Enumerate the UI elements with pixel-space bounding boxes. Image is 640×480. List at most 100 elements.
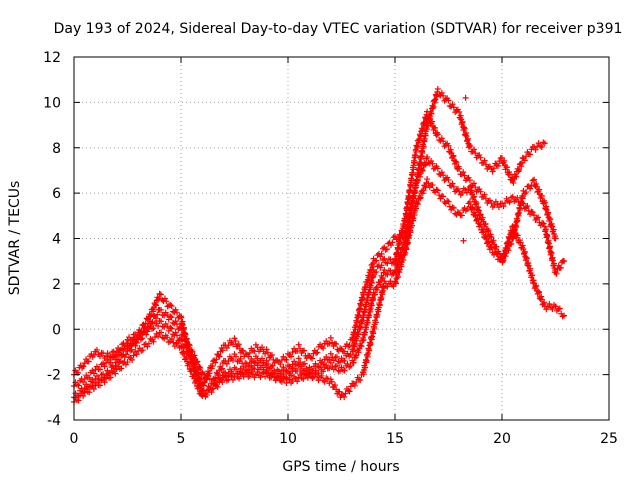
data-point-track-4 [363, 357, 370, 364]
y-tick-label: 12 [43, 50, 61, 66]
data-point-track-4 [362, 364, 369, 371]
data-point-track-4 [75, 397, 82, 404]
data-point-track-2 [431, 125, 438, 132]
data-point-track-3 [237, 365, 244, 372]
data-point-track-3 [189, 353, 196, 360]
data-point-track-4 [406, 232, 413, 239]
data-point-track-1 [161, 295, 168, 302]
data-point-track-2 [447, 146, 454, 153]
data-point-track-4 [161, 335, 168, 342]
data-point-track-4 [268, 374, 275, 381]
data-point-track-3 [413, 182, 420, 189]
data-point-track-1 [289, 349, 296, 356]
data-point-track-1 [538, 143, 545, 150]
data-points [71, 86, 568, 405]
y-axis-label: SDTVAR / TECUs [7, 181, 23, 296]
axis-ticks: 0 5 10 15 20 25 -4 -2 0 2 4 6 8 10 12 [43, 50, 618, 447]
data-point-track-1 [420, 143, 427, 150]
data-point-track-4 [424, 176, 431, 183]
data-point-track-2 [214, 370, 221, 377]
data-point-track-3 [473, 200, 480, 207]
data-point-track-1 [516, 167, 523, 174]
y-tick-label: -4 [47, 413, 61, 429]
data-point-track-2 [229, 357, 236, 364]
data-point-track-4 [345, 387, 352, 394]
data-point-track-2 [414, 143, 421, 150]
data-point-track-1 [235, 341, 242, 348]
data-point-track-4 [464, 205, 471, 212]
data-point-track-1 [521, 157, 528, 164]
data-point-track-2 [488, 200, 495, 207]
data-point-track-4 [318, 372, 325, 379]
data-point-track-3 [490, 237, 497, 244]
data-point-track-1 [541, 140, 548, 147]
data-point-track-2 [370, 273, 377, 280]
data-point-track-4 [402, 250, 409, 257]
data-point-track-3 [487, 231, 494, 238]
data-point-track-2 [472, 184, 479, 191]
data-point-track-3 [326, 365, 333, 372]
data-point-track-4 [384, 283, 391, 290]
data-point-track-3 [341, 367, 348, 374]
data-point-track-3 [323, 362, 330, 369]
data-point-track-2 [164, 311, 171, 318]
data-point-track-2 [417, 133, 424, 140]
data-point-track-2 [477, 188, 484, 195]
data-point-track-4 [547, 216, 554, 223]
data-point-track-4 [304, 374, 311, 381]
data-point-track-3 [143, 331, 150, 338]
data-point-track-3 [123, 351, 130, 358]
data-point-track-3 [533, 282, 540, 289]
data-point-track-1 [532, 146, 539, 153]
data-point-track-3 [419, 166, 426, 173]
data-point-track-2 [445, 142, 452, 149]
data-point-track-3 [353, 352, 360, 359]
data-point-track-1 [309, 355, 316, 362]
data-point-track-1 [373, 257, 380, 264]
data-point-track-4 [129, 356, 136, 363]
data-point-track-4 [370, 330, 377, 337]
data-point-track-1 [157, 291, 164, 298]
data-point-track-4 [193, 377, 200, 384]
data-point-track-4 [372, 319, 379, 326]
data-point-track-4 [450, 204, 457, 211]
data-point-track-3 [150, 325, 157, 332]
data-point-track-1 [320, 345, 327, 352]
data-point-track-2 [419, 126, 426, 133]
x-tick-label: 10 [279, 431, 297, 447]
data-point-track-3 [552, 303, 559, 310]
data-point-track-3 [186, 347, 193, 354]
data-point-track-2 [200, 371, 207, 378]
data-point-track-2 [378, 262, 385, 269]
data-point-track-4 [203, 392, 210, 399]
data-point-track-1 [288, 353, 295, 360]
data-point-track-1 [283, 356, 290, 363]
data-point-track-4 [357, 377, 364, 384]
data-point-track-3 [523, 255, 530, 262]
data-point-track-1 [417, 160, 424, 167]
data-point-track-4 [183, 354, 190, 361]
data-point-track-2 [426, 112, 433, 119]
data-point-track-1 [438, 89, 445, 96]
data-point-track-3 [538, 293, 545, 300]
data-point-track-4 [515, 209, 522, 216]
data-point-track-2 [107, 359, 114, 366]
data-point-track-1 [153, 302, 160, 309]
data-point-track-1 [445, 97, 452, 104]
data-point-track-4 [80, 392, 87, 399]
data-point-track-1 [178, 314, 185, 321]
data-point-track-4 [336, 388, 343, 395]
data-point-track-2 [533, 215, 540, 222]
data-point-track-2 [80, 379, 87, 386]
data-point-track-3 [139, 335, 146, 342]
data-point-track-1 [148, 312, 155, 319]
data-point-track-1 [477, 154, 484, 161]
data-point-track-3 [333, 362, 340, 369]
data-point-track-4 [188, 367, 195, 374]
data-point-track-2 [168, 314, 175, 321]
data-point-track-4 [346, 388, 353, 395]
data-point-track-1 [459, 118, 466, 125]
data-point-track-2 [456, 165, 463, 172]
data-point-track-4 [433, 186, 440, 193]
data-point-track-4 [474, 216, 481, 223]
